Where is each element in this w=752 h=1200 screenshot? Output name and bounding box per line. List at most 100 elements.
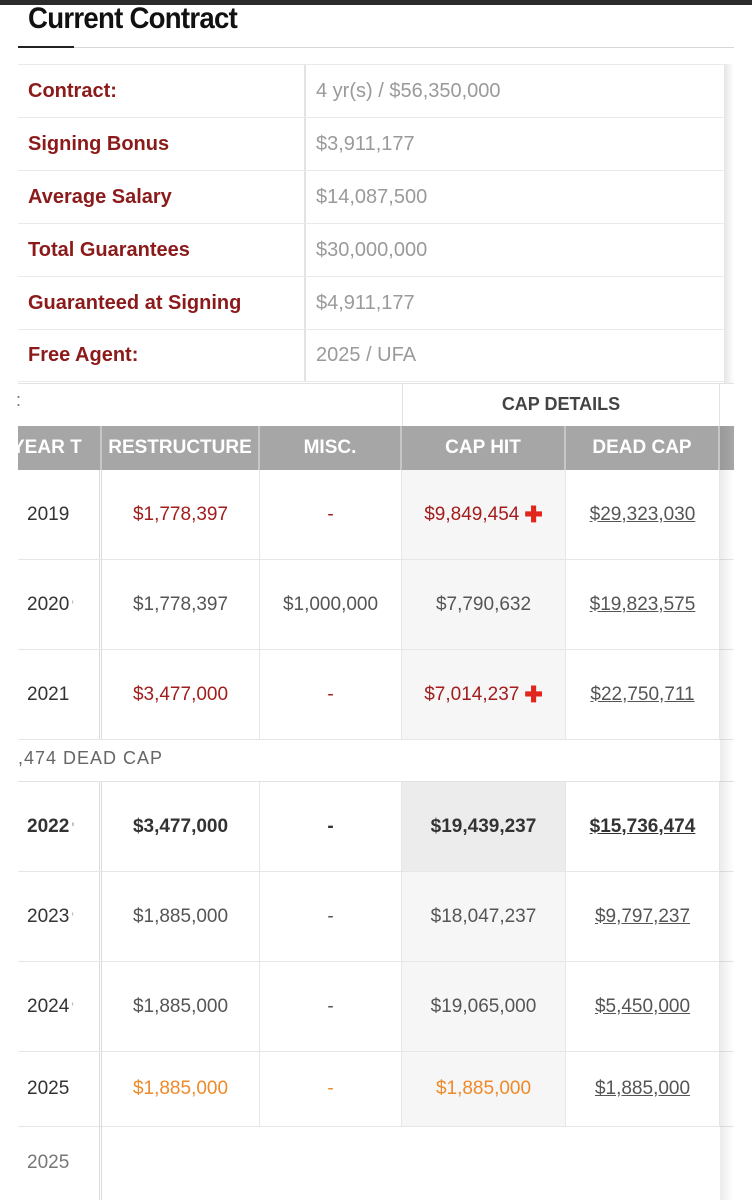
summary-row-free-agent: Free Agent: 2025 / UFA — [18, 329, 724, 382]
dead-cap-link[interactable]: $5,450,000 — [594, 995, 691, 1017]
dead-cap-cell: $29,323,030 — [566, 470, 720, 559]
restructure-cell: $1,885,000 — [102, 962, 260, 1051]
cap-hit-cell: $9,849,454 ✚ — [402, 470, 566, 559]
misc-cell: - — [260, 962, 402, 1051]
misc-cell: - — [260, 470, 402, 559]
dead-cap-caption: ,474 DEAD CAP — [18, 748, 164, 768]
cap-hit-cell: $19,065,000 — [402, 962, 566, 1051]
table-row: 2021 $3,477,000 - $7,014,237 ✚ $22,750,71… — [18, 650, 734, 740]
cap-hit-value: $7,014,237 — [424, 683, 520, 705]
summary-label: Total Guarantees — [28, 238, 190, 261]
plus-icon[interactable]: ✚ — [524, 501, 543, 527]
table-row: 2024 ' $1,885,000 - $19,065,000 $5,450,00… — [18, 962, 734, 1052]
year-value: 2020 — [27, 593, 70, 615]
table-tail-row: 2025 — [18, 1126, 734, 1200]
year-value: 2022 — [27, 815, 70, 837]
caption-divider — [18, 781, 734, 782]
year-cell: 2025 — [18, 1126, 102, 1200]
scroll-shadow — [720, 426, 734, 1200]
dead-cap-cell: $5,450,000 — [566, 962, 720, 1051]
year-cell: 2021 — [18, 650, 102, 739]
restructure-cell: $1,885,000 — [102, 872, 260, 961]
title-divider — [18, 47, 734, 48]
misc-cell: - — [260, 872, 402, 961]
restructure-cell: $3,477,000 — [102, 782, 260, 871]
restructure-cell: $1,778,397 — [102, 470, 260, 559]
summary-value: 2025 / UFA — [304, 330, 724, 381]
year-cell: 2022 ' — [18, 782, 102, 871]
table-row: 2023 ' $1,885,000 - $18,047,237 $9,797,23… — [18, 872, 734, 962]
truncation-mark: ' — [71, 908, 74, 925]
section-title: Current Contract — [28, 2, 238, 35]
dead-cap-cell: $1,885,000 — [566, 1052, 720, 1126]
cap-rows-before: 2019 $1,778,397 - $9,849,454 ✚ $29,323,03… — [18, 470, 734, 740]
summary-label: Signing Bonus — [28, 132, 170, 155]
summary-label: Contract: — [28, 79, 117, 102]
summary-row-average-salary: Average Salary $14,087,500 — [18, 170, 724, 223]
summary-row-total-guarantees: Total Guarantees $30,000,000 — [18, 223, 724, 276]
misc-cell: - — [260, 650, 402, 739]
dead-cap-link[interactable]: $1,885,000 — [594, 1078, 691, 1099]
misc-cell: - — [260, 1052, 402, 1126]
truncation-mark: ' — [71, 818, 75, 835]
column-header-cap-hit[interactable]: CAP HIT — [402, 426, 566, 470]
year-cell: 2024 ' — [18, 962, 102, 1051]
truncation-mark: ' — [71, 596, 74, 613]
group-fragment: : — [16, 390, 22, 410]
summary-row-contract: Contract: 4 yr(s) / $56,350,000 — [18, 64, 724, 117]
year-value: 2024 — [27, 995, 70, 1017]
plus-icon[interactable]: ✚ — [524, 681, 543, 707]
misc-cell: $1,000,000 — [260, 560, 402, 649]
summary-row-guaranteed-at-signing: Guaranteed at Signing $4,911,177 — [18, 276, 724, 329]
cap-details-group-header: CAP DETAILS — [402, 383, 720, 426]
column-header-restructure[interactable]: RESTRUCTURE — [102, 426, 260, 470]
dead-cap-cell: $19,823,575 — [566, 560, 720, 649]
misc-cell: - — [260, 782, 402, 871]
summary-value: $30,000,000 — [304, 224, 724, 276]
column-header-dead-cap[interactable]: DEAD CAP — [566, 426, 720, 470]
cap-hit-cell: $19,439,237 — [402, 782, 566, 871]
summary-value: 4 yr(s) / $56,350,000 — [304, 65, 724, 117]
summary-label: Average Salary — [28, 185, 172, 208]
table-header: YEAR T RESTRUCTURE MISC. CAP HIT DEAD CA… — [12, 426, 734, 470]
title-accent — [18, 46, 74, 48]
summary-label: Guaranteed at Signing — [28, 291, 242, 314]
dead-cap-link[interactable]: $29,323,030 — [589, 503, 696, 525]
dead-cap-link[interactable]: $19,823,575 — [589, 593, 696, 615]
table-top-rule — [18, 383, 734, 384]
cap-hit-cell: $18,047,237 — [402, 872, 566, 961]
truncation-mark: ' — [71, 998, 74, 1015]
scroll-shadow — [724, 64, 734, 384]
year-cell: 2023 ' — [18, 872, 102, 961]
year-value: 2023 — [27, 905, 70, 927]
dead-cap-cell: $22,750,711 — [566, 650, 720, 739]
year-cell: 2019 — [18, 470, 102, 559]
table-row: 2019 $1,778,397 - $9,849,454 ✚ $29,323,03… — [18, 470, 734, 560]
cap-hit-cell: $7,014,237 ✚ — [402, 650, 566, 739]
summary-row-signing-bonus: Signing Bonus $3,911,177 — [18, 117, 724, 170]
restructure-cell: $3,477,000 — [102, 650, 260, 739]
table-row: 2022 ' $3,477,000 - $19,439,237 $15,736,4… — [18, 782, 734, 872]
year-cell: 2025 — [18, 1052, 102, 1126]
cap-hit-cell: $7,790,632 — [402, 560, 566, 649]
dead-cap-link[interactable]: $22,750,711 — [590, 683, 695, 705]
cap-hit-value: $9,849,454 — [424, 503, 520, 525]
dead-cap-link[interactable]: $9,797,237 — [594, 905, 691, 927]
year-cell: 2020 ' — [18, 560, 102, 649]
summary-value: $3,911,177 — [304, 118, 724, 170]
restructure-cell: $1,885,000 — [102, 1052, 260, 1126]
column-header-year[interactable]: YEAR T — [12, 426, 102, 470]
dead-cap-link[interactable]: $15,736,474 — [589, 815, 696, 837]
dead-cap-cell: $9,797,237 — [566, 872, 720, 961]
cap-rows-after: 2022 ' $3,477,000 - $19,439,237 $15,736,4… — [18, 782, 734, 1127]
summary-label: Free Agent: — [28, 344, 139, 366]
summary-value: $4,911,177 — [304, 277, 724, 329]
table-row: 2020 ' $1,778,397 $1,000,000 $7,790,632 $… — [18, 560, 734, 650]
top-bar — [0, 0, 752, 5]
cap-hit-cell: $1,885,000 — [402, 1052, 566, 1126]
contract-summary: Contract: 4 yr(s) / $56,350,000 Signing … — [18, 64, 724, 382]
restructure-cell: $1,778,397 — [102, 560, 260, 649]
summary-value: $14,087,500 — [304, 171, 724, 223]
column-header-misc[interactable]: MISC. — [260, 426, 402, 470]
table-row: 2025 $1,885,000 - $1,885,000 $1,885,000 — [18, 1052, 734, 1127]
